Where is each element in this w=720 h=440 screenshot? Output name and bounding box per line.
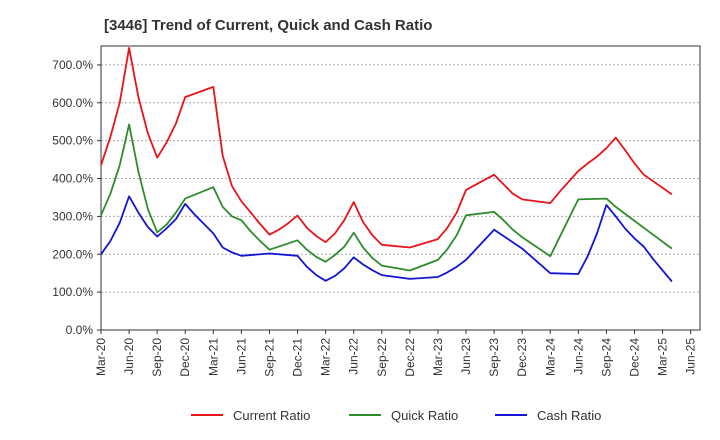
current-ratio-line [100,47,673,249]
y-tick-label: 300.0% [52,209,93,223]
legend-label-cash-ratio: Cash Ratio [537,408,601,423]
x-tick-label: Sep-24 [599,338,613,377]
y-tick-label: 0.0% [66,323,94,337]
chart-title: [3446] Trend of Current, Quick and Cash … [104,17,432,34]
x-tick-label: Dec-22 [403,338,417,377]
x-tick-label: Mar-22 [319,338,333,376]
x-tick-label: Dec-21 [291,338,305,377]
y-tick-label: 200.0% [52,247,93,261]
series-layer [100,47,673,283]
x-tick-label: Jun-23 [459,338,473,375]
x-tick-label: Dec-24 [627,338,641,377]
x-tick-label: Jun-25 [684,338,698,375]
x-tick-label: Dec-23 [515,338,529,377]
x-tick-label: Jun-20 [122,338,136,375]
x-tick-label: Jun-24 [571,338,585,375]
x-tick-label: Sep-23 [487,338,501,377]
cash-ratio-line [100,195,673,283]
y-tick-label: 500.0% [52,134,93,148]
x-tick-label: Dec-20 [178,338,192,377]
y-tick-label: 700.0% [52,58,93,72]
quick-ratio-line [100,123,673,272]
x-tick-label: Sep-22 [375,338,389,377]
x-tick-label: Mar-25 [656,338,670,376]
legend: Current Ratio Quick Ratio Cash Ratio [191,408,601,423]
x-tick-label: Jun-21 [234,338,248,375]
y-axis: 0.0% 100.0% 200.0% 300.0% 400.0% 500.0% 600.0%… [52,58,101,337]
grid-layer [101,64,700,293]
plot-frame [100,45,701,331]
x-tick-label: Mar-20 [94,338,108,376]
x-axis: Mar-20 Jun-20 Sep-20 Dec-20 Mar-21 Jun-21 Sep-… [94,330,698,377]
legend-label-current-ratio: Current Ratio [233,408,310,423]
x-tick-label: Mar-21 [206,338,220,376]
y-tick-label: 100.0% [52,285,93,299]
x-tick-label: Sep-21 [262,338,276,377]
x-tick-label: Mar-24 [543,338,557,376]
x-tick-label: Mar-23 [431,338,445,376]
x-tick-label: Jun-22 [347,338,361,375]
y-tick-label: 400.0% [52,172,93,186]
legend-label-quick-ratio: Quick Ratio [391,408,458,423]
y-tick-label: 600.0% [52,96,93,110]
x-tick-label: Sep-20 [150,338,164,377]
